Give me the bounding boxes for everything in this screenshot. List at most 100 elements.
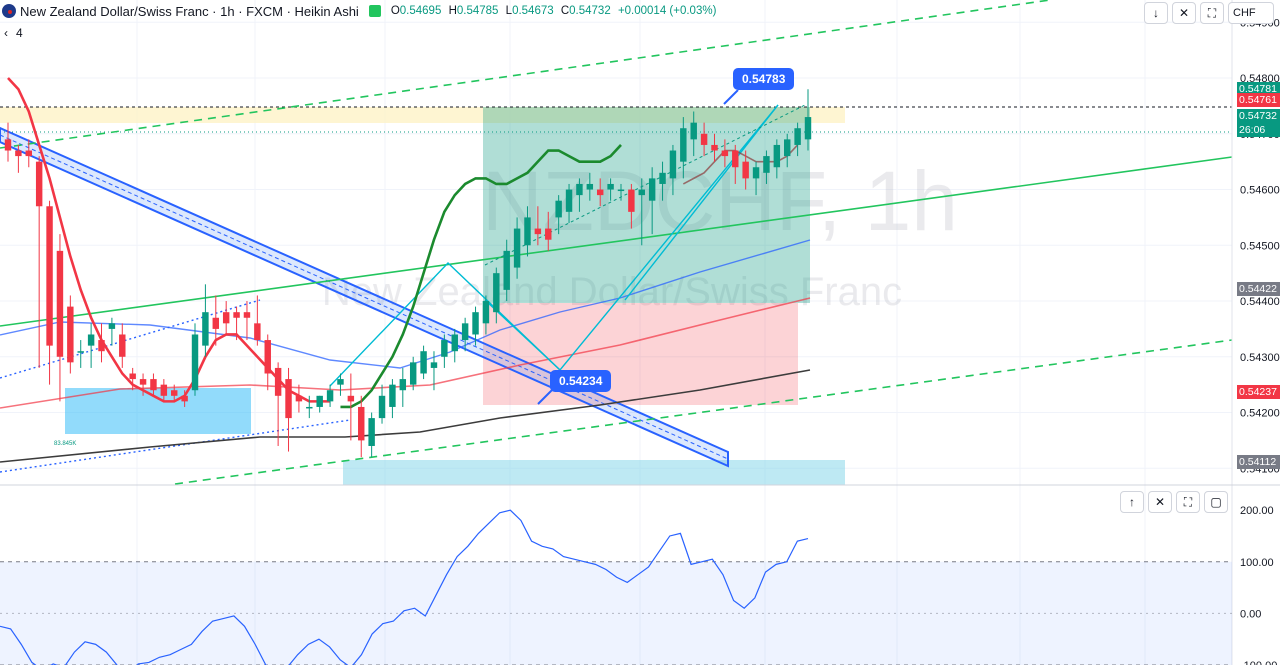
fullscreen-button[interactable]: ⛶ <box>1200 2 1224 24</box>
candle-body <box>25 150 32 157</box>
candle-body <box>46 206 53 346</box>
candle-body <box>4 139 12 151</box>
move-down-button[interactable]: ↓ <box>1144 2 1168 24</box>
symbol-title[interactable]: New Zealand Dollar/Swiss Franc · 1h · FX… <box>20 3 359 19</box>
candle-body <box>160 384 168 396</box>
price-tick-label: 0.54600 <box>1240 185 1280 197</box>
candle-body <box>638 189 645 196</box>
candle-body <box>420 351 427 374</box>
candle-body <box>784 139 791 157</box>
candle-body <box>451 334 458 352</box>
candle-body <box>648 178 656 201</box>
candle-body <box>222 312 230 324</box>
price-tag: 0.54732 <box>1237 108 1280 123</box>
candle-body <box>461 323 469 341</box>
candle-body <box>98 340 105 352</box>
indicator-legend-toggle[interactable]: ‹ 4 <box>0 24 27 42</box>
red-ma-line <box>7 77 331 403</box>
candle-body <box>347 395 355 402</box>
low-callout-pointer <box>537 390 553 405</box>
candle-body <box>472 312 479 335</box>
candle-body <box>337 379 344 385</box>
price-tag: 0.54112 <box>1237 454 1280 469</box>
candle-body <box>191 334 199 391</box>
open-label: O <box>390 5 400 17</box>
candle-body <box>534 228 542 235</box>
cci-line <box>0 509 809 665</box>
candles <box>4 89 812 458</box>
price-tick-label: 0.54200 <box>1240 408 1280 420</box>
volume-note: 83.845K <box>54 441 76 447</box>
indicator-toolbar: ↑ ✕ ⛶ ▢ <box>1120 491 1228 513</box>
cci-tick-label: -100.00 <box>1240 660 1277 665</box>
candle-body <box>295 395 303 402</box>
upper-channel <box>0 0 1051 149</box>
currency-selector[interactable]: CHF <box>1228 2 1274 24</box>
candle-body <box>576 183 583 196</box>
candle-body <box>306 406 313 409</box>
support-zone <box>343 460 845 485</box>
cci-tick-label: 200.00 <box>1240 505 1274 517</box>
candle-body <box>409 362 417 385</box>
candle-body <box>243 312 251 318</box>
candle-body <box>129 373 136 380</box>
candle-body <box>555 200 562 218</box>
price-tag: 0.54237 <box>1237 384 1280 399</box>
candle-body <box>181 395 188 402</box>
collapse-icon[interactable]: ‹ <box>4 26 8 40</box>
candle-body <box>628 189 635 212</box>
price-tag: 0.54422 <box>1237 281 1280 296</box>
countdown-tag: 26:06 <box>1237 122 1280 137</box>
candle-body <box>565 189 573 212</box>
candle-body <box>119 334 126 357</box>
change-value: +0.00014 (+0.03%) <box>617 5 717 17</box>
open-value: 0.54695 <box>399 5 442 17</box>
candle-body <box>690 122 697 140</box>
candle-body <box>513 228 521 268</box>
volume-zone <box>65 388 251 434</box>
descending-channel <box>0 126 729 468</box>
price-tag: 0.54761 <box>1237 92 1280 107</box>
candle-body <box>108 323 116 329</box>
candle-body <box>264 340 271 374</box>
candle-body <box>721 150 729 157</box>
candle-body <box>617 189 625 192</box>
candle-body <box>326 390 334 402</box>
candle-body <box>233 312 240 318</box>
price-tick-label: 0.54300 <box>1240 352 1280 364</box>
indicator-maximize-button[interactable]: ▢ <box>1204 491 1228 513</box>
candle-body <box>773 144 781 168</box>
nzd-flag-icon <box>2 4 16 18</box>
high-label: H <box>448 5 457 17</box>
high-callout: 0.54783 <box>733 68 795 90</box>
candle-body <box>763 156 770 173</box>
candle-body <box>77 351 84 353</box>
price-tick-label: 0.54400 <box>1240 296 1280 308</box>
lower-channel <box>174 339 1233 485</box>
candle-body <box>804 117 812 140</box>
candle-body <box>378 395 386 419</box>
candle-body <box>482 301 490 324</box>
pattern-arrow <box>624 104 779 301</box>
price-tag: 0.54781 <box>1237 81 1280 96</box>
cci-pane: 200.00 100.00 0.00 -100.00 <box>0 505 1277 665</box>
indicator-fullscreen-button[interactable]: ⛶ <box>1176 491 1200 513</box>
candle-body <box>711 144 718 151</box>
candle-body <box>586 183 594 190</box>
pattern-lines <box>329 104 779 387</box>
candle-body <box>700 133 708 145</box>
close-value: 0.54732 <box>569 5 611 17</box>
close-button[interactable]: ✕ <box>1172 2 1196 24</box>
indicator-up-button[interactable]: ↑ <box>1120 491 1144 513</box>
cci-tick-label: 0.00 <box>1240 608 1261 620</box>
candle-body <box>285 379 292 419</box>
indicator-close-button[interactable]: ✕ <box>1148 491 1172 513</box>
stop-zone <box>483 303 798 405</box>
candle-body <box>254 323 261 341</box>
chart-header: New Zealand Dollar/Swiss Franc · 1h · FX… <box>0 0 1160 22</box>
candle-body <box>202 312 209 346</box>
low-label: L <box>505 5 513 17</box>
candle-body <box>368 418 375 446</box>
candle-body <box>596 189 604 196</box>
